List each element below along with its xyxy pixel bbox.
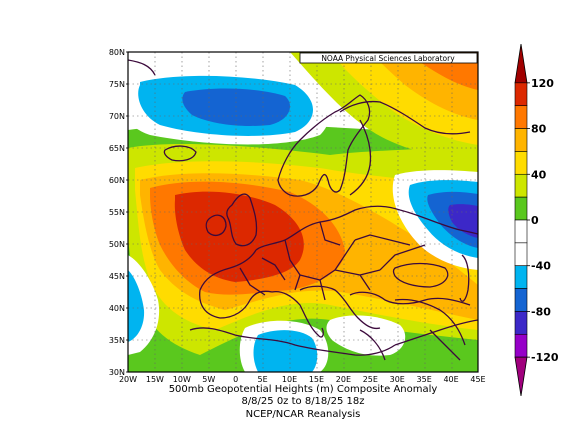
lon-label: 20E	[336, 375, 351, 384]
colorbar: 120 80 40 0 -40 -80 -120	[514, 43, 559, 397]
colorbar-swatch	[514, 128, 528, 152]
colorbar-label: 40	[531, 168, 547, 181]
lat-label: 55N	[109, 208, 125, 217]
lat-label: 40N	[109, 304, 125, 313]
longitude-labels: 20W 15W 10W 5W 0 5E 10E 15E 20E 25E 30E 35E 40E 45E	[119, 375, 486, 384]
lat-label: 65N	[109, 144, 125, 153]
lat-label: 35N	[109, 336, 125, 345]
colorbar-swatch	[514, 173, 528, 198]
lat-label: 30N	[109, 368, 125, 377]
lon-label: 0	[233, 375, 238, 384]
lon-label: 10W	[173, 375, 191, 384]
colorbar-label: -40	[531, 260, 551, 273]
colorbar-label: 80	[531, 123, 547, 136]
colorbar-top-triangle	[514, 43, 528, 84]
colorbar-swatch	[514, 219, 528, 244]
caption-line-2: 8/8/25 0z to 8/18/25 18z	[241, 396, 365, 407]
lat-label: 70N	[109, 112, 125, 121]
colorbar-bottom-triangle	[514, 356, 528, 397]
lon-label: 15W	[146, 375, 164, 384]
lon-label: 35E	[417, 375, 432, 384]
colorbar-label: -80	[531, 305, 551, 318]
lon-label: 30E	[390, 375, 405, 384]
caption-line-3: NCEP/NCAR Reanalysis	[245, 409, 361, 420]
colorbar-swatch	[514, 82, 528, 107]
lat-label: 80N	[109, 48, 125, 57]
lon-label: 10E	[282, 375, 297, 384]
lon-label: 20W	[119, 375, 137, 384]
lon-label: 40E	[443, 375, 458, 384]
lon-label: 45E	[470, 375, 485, 384]
colorbar-swatch	[514, 311, 528, 335]
lat-label: 45N	[109, 272, 125, 281]
colorbar-swatch	[514, 105, 528, 129]
lat-label: 60N	[109, 176, 125, 185]
lat-label: 50N	[109, 240, 125, 249]
colorbar-swatch	[514, 265, 528, 289]
colorbar-swatch	[514, 288, 528, 312]
colorbar-swatch	[514, 242, 528, 267]
colorbar-label: -120	[531, 351, 559, 364]
credit-label: NOAA Physical Sciences Laboratory	[321, 54, 455, 63]
colorbar-swatch	[514, 196, 528, 221]
lon-label: 5E	[258, 375, 268, 384]
latitude-labels: 80N 75N 70N 65N 60N 55N 50N 45N 40N 35N 30N	[109, 48, 128, 377]
map-panel: NOAA Physical Sciences Laboratory	[127, 51, 479, 373]
lon-label: 25E	[363, 375, 378, 384]
graticule	[128, 52, 478, 372]
coastlines	[128, 59, 478, 361]
lon-label: 15E	[309, 375, 324, 384]
lat-label: 75N	[109, 80, 125, 89]
colorbar-label: 120	[531, 77, 554, 90]
caption-line-1: 500mb Geopotential Heights (m) Composite…	[168, 384, 438, 395]
colorbar-swatch	[514, 333, 528, 358]
colorbar-label: 0	[531, 214, 539, 227]
lon-label: 5W	[202, 375, 215, 384]
colorbar-swatch	[514, 151, 528, 175]
anomaly-contours	[128, 52, 478, 372]
